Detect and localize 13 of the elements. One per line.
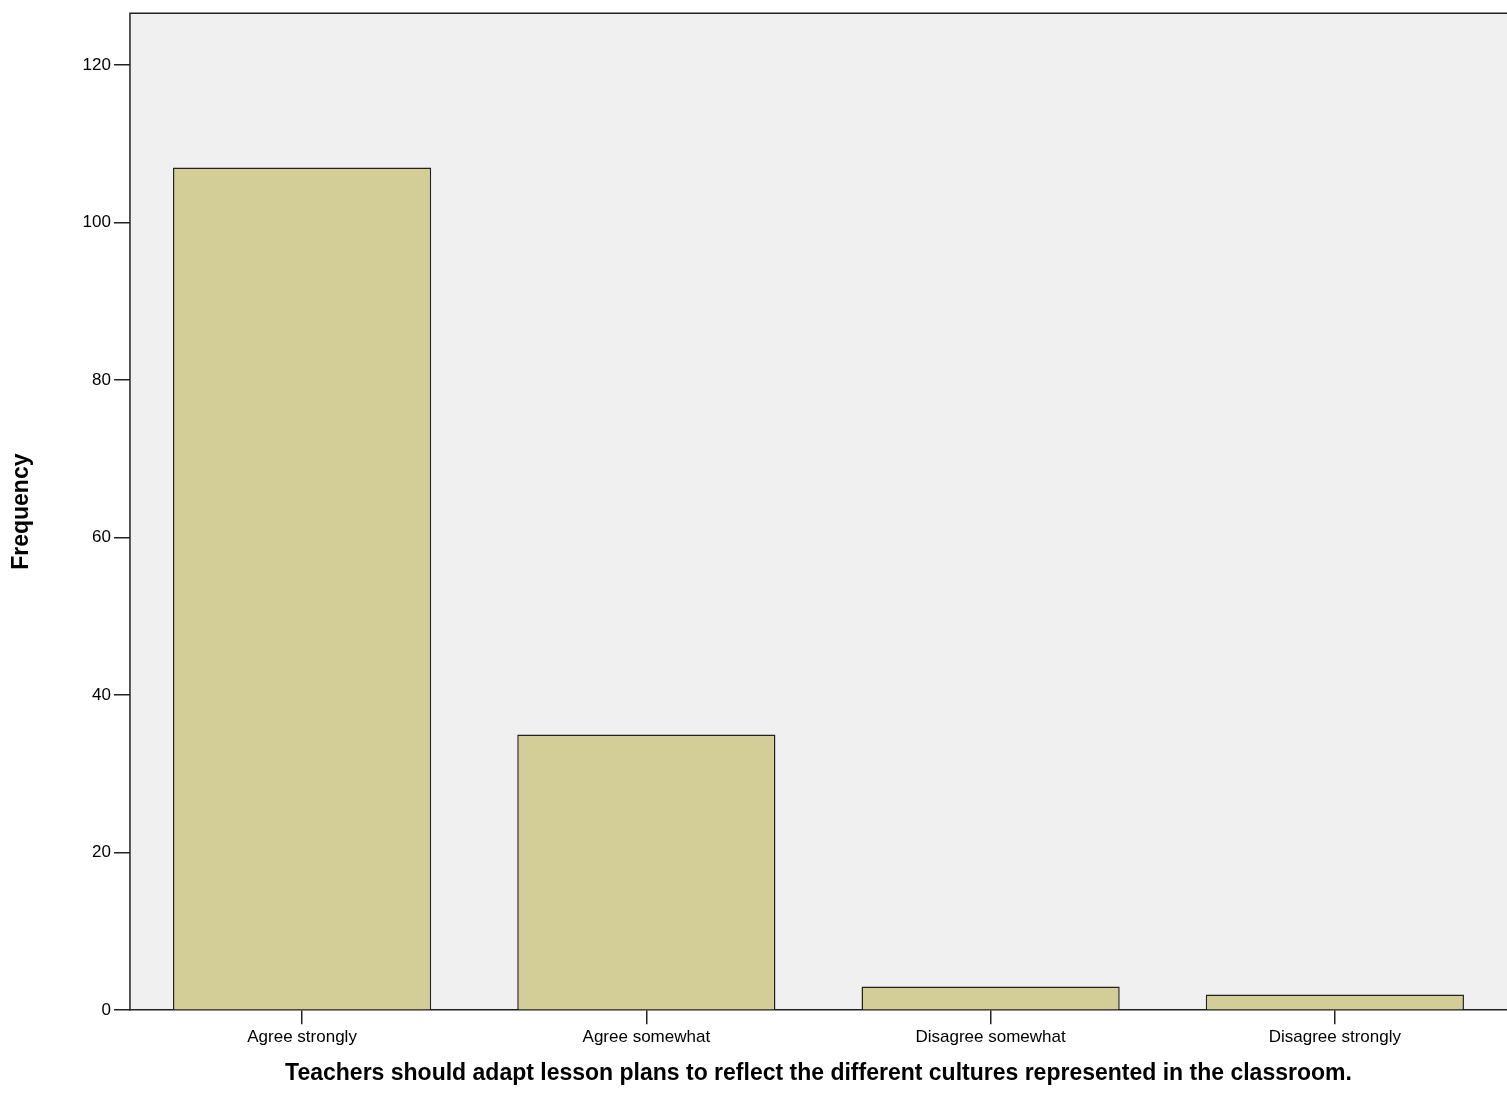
y-axis-title: Frequency: [7, 453, 34, 570]
y-tick-label: 60: [92, 527, 111, 547]
y-tick-label: 100: [82, 212, 111, 232]
x-tick-label: Agree somewhat: [582, 1027, 711, 1047]
y-tick-label: 20: [92, 842, 111, 862]
x-tick-label: Disagree somewhat: [915, 1027, 1066, 1047]
y-tick-label: 0: [101, 999, 111, 1019]
x-tick-label: Agree strongly: [247, 1027, 358, 1047]
x-axis-title: Teachers should adapt lesson plans to reflect the different cultures represented in the classroom.: [285, 1059, 1352, 1086]
y-tick-label: 120: [82, 54, 111, 74]
x-tick-label: Disagree strongly: [1268, 1027, 1402, 1047]
y-tick-label: 40: [92, 684, 111, 704]
y-tick-label: 80: [92, 369, 111, 389]
